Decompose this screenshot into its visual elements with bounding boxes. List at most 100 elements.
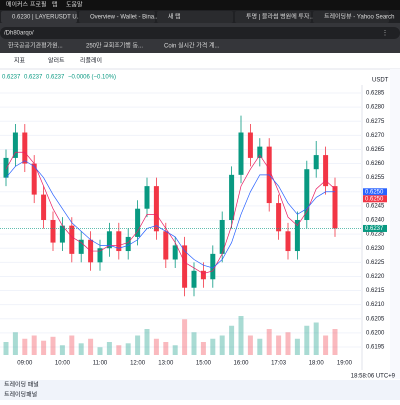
volume-bar xyxy=(163,342,169,355)
candle-body xyxy=(12,132,18,158)
volume-bar xyxy=(294,338,300,355)
volume-bar xyxy=(116,345,122,355)
x-tick-label: 19:00 xyxy=(337,361,353,367)
y-tick-label: 0.6195 xyxy=(366,345,385,351)
candle-body xyxy=(247,132,253,158)
status-value: 0.6237 xyxy=(46,75,65,81)
candle-body xyxy=(219,220,225,254)
y-tick-label: 0.6280 xyxy=(366,105,385,111)
bookmark[interactable]: 250만 교회조기행 동... xyxy=(86,42,143,50)
clock: 18:58:06 UTC+9 xyxy=(351,374,396,380)
candle-body xyxy=(116,231,122,252)
x-tick-label: 17:03 xyxy=(271,361,287,367)
bookmark[interactable]: 한국공공기관평가원... xyxy=(8,42,63,50)
status-value: 0.6237 xyxy=(24,75,43,81)
candle-body xyxy=(125,236,131,252)
candle-body xyxy=(200,270,206,280)
toolbar-button[interactable]: 지표 xyxy=(14,57,26,65)
toolbar-button[interactable]: 알러트 xyxy=(48,57,65,65)
volume-bar xyxy=(153,338,159,355)
volume-bar xyxy=(266,329,272,355)
tab[interactable] xyxy=(79,11,155,23)
candle-body xyxy=(144,186,150,209)
candle-body xyxy=(97,248,103,263)
tab[interactable] xyxy=(1,11,77,23)
tab-title[interactable]: 새 탭 xyxy=(168,13,181,21)
candle-body xyxy=(41,194,47,220)
volume-bar xyxy=(144,329,150,355)
address-text[interactable]: /Dh80arqo/ xyxy=(4,31,34,37)
volume-bar xyxy=(172,345,178,355)
y-tick-label: 0.6220 xyxy=(366,274,385,280)
panel-tab[interactable]: 트레이딩패널 xyxy=(4,391,37,399)
status-value: −0.0006 (−0.10%) xyxy=(68,75,116,81)
volume-bar xyxy=(97,347,103,355)
tab[interactable] xyxy=(235,11,311,23)
volume-bar xyxy=(313,322,319,355)
menu-item[interactable]: 메이커스 xyxy=(6,1,29,9)
address-bar[interactable] xyxy=(0,27,400,39)
tab[interactable] xyxy=(313,11,389,23)
volume-bar xyxy=(106,342,112,355)
x-tick-label: 16:00 xyxy=(233,361,249,367)
menu-bar xyxy=(0,0,400,10)
candle-body xyxy=(229,174,235,220)
candle-body xyxy=(323,155,329,187)
candle-body xyxy=(22,132,28,164)
volume-bar xyxy=(200,342,206,355)
volume-bar xyxy=(3,342,9,355)
x-tick-label: 18:00 xyxy=(309,361,325,367)
candle-body xyxy=(3,157,9,178)
toolbar-button[interactable]: 리플레이 xyxy=(80,57,102,65)
candle-body xyxy=(304,169,310,220)
volume-bar xyxy=(332,329,338,355)
candle-body xyxy=(31,163,37,195)
menu-item[interactable]: 탭 xyxy=(52,1,58,9)
volume-bar xyxy=(125,343,131,355)
x-tick-label: 15:00 xyxy=(196,361,212,367)
y-tick-label: 0.6270 xyxy=(366,133,385,139)
volume-bar xyxy=(135,335,141,355)
price-tag-label: 0.6250 xyxy=(365,189,384,195)
candle-body xyxy=(276,203,282,232)
moving-average xyxy=(5,151,336,275)
x-tick-label: 09:00 xyxy=(17,361,33,367)
volume-bar xyxy=(323,335,329,355)
tab-title[interactable]: 트레이딩뷰 - Yahoo Search xyxy=(324,13,395,21)
y-tick-label: 0.6230 xyxy=(366,246,385,252)
volume-bar xyxy=(219,335,225,355)
price-tag xyxy=(363,195,387,203)
candle-body xyxy=(78,239,84,254)
volume-bar xyxy=(31,335,37,355)
menu-item[interactable]: 프로필 xyxy=(30,2,47,9)
candle-body xyxy=(135,208,141,237)
y-tick-label: 0.6205 xyxy=(366,316,385,322)
bookmark[interactable]: Coin 실시간 가격 계... xyxy=(164,42,220,50)
price-tag xyxy=(363,188,387,196)
volume-bar xyxy=(276,335,282,355)
candle-body xyxy=(172,245,178,260)
x-tick-label: 13:00 xyxy=(158,361,174,367)
candle-body xyxy=(59,225,65,243)
volume-bar xyxy=(59,345,65,355)
tab-title[interactable]: Overview - Wallet - Bina... xyxy=(90,15,159,21)
volume-bar xyxy=(247,335,253,355)
y-tick-label: 0.6225 xyxy=(366,260,385,266)
panel-tab[interactable]: 트레이딩 패널 xyxy=(4,381,39,389)
candle-body xyxy=(69,225,75,254)
candle-body xyxy=(153,186,159,232)
currency-label[interactable]: USDT xyxy=(372,78,389,84)
tab[interactable] xyxy=(157,11,233,23)
volume-bar xyxy=(41,340,47,355)
volume-bar xyxy=(229,325,235,355)
tab-title[interactable]: 투명 | 블라썸 병원에 투자... xyxy=(246,13,315,21)
y-tick-label: 0.6200 xyxy=(366,330,385,336)
menu-icon[interactable]: ⋮ xyxy=(382,31,388,37)
candle-body xyxy=(285,231,291,252)
menu-item[interactable]: 도움말 xyxy=(66,1,83,9)
tab-title[interactable]: 0.6230 | LAYERUSDT U... xyxy=(12,15,82,21)
moving-average xyxy=(5,160,335,269)
volume-bar xyxy=(182,319,188,355)
volume-bar xyxy=(257,338,263,355)
